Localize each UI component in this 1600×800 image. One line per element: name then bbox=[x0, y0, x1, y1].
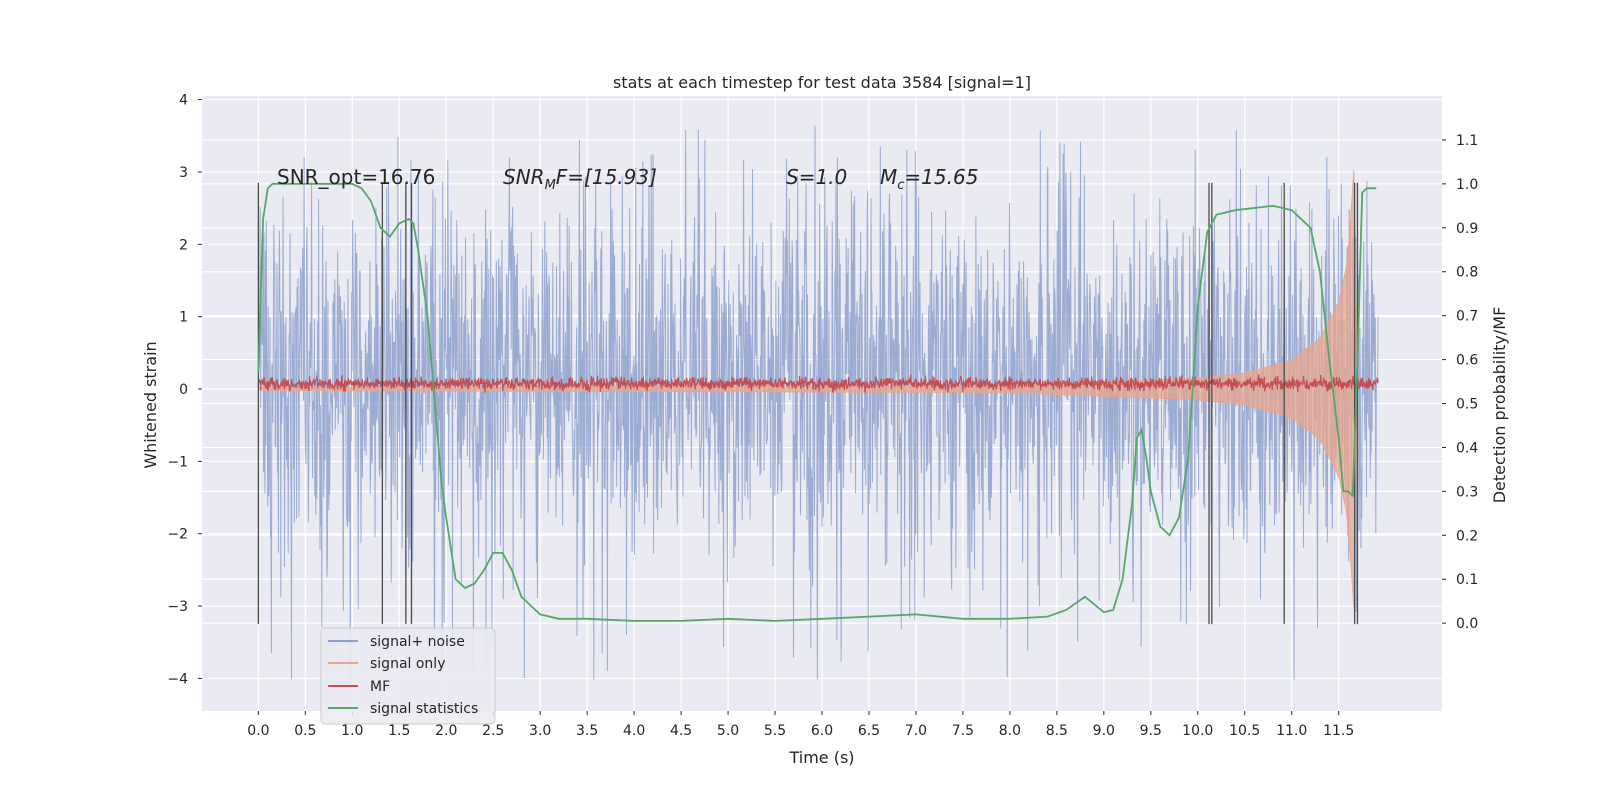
x-tick-label: 3.0 bbox=[529, 723, 551, 739]
x-tick-label: 7.0 bbox=[905, 723, 927, 739]
x-tick-label: 5.5 bbox=[764, 723, 786, 739]
x-tick-label: 4.5 bbox=[670, 723, 692, 739]
x-tick-label: 8.5 bbox=[1046, 723, 1068, 739]
annotation-snr-mf: SNRMF=[15.93] bbox=[503, 165, 657, 193]
y2-tick-label: 0.2 bbox=[1456, 528, 1478, 544]
y-tick-label: 2 bbox=[179, 237, 188, 253]
chart-title: stats at each timestep for test data 358… bbox=[613, 73, 1031, 92]
y2-tick-label: 0.3 bbox=[1456, 484, 1478, 500]
x-tick-label: 1.5 bbox=[388, 723, 410, 739]
y-tick-label: −3 bbox=[167, 599, 188, 615]
x-tick-label: 6.5 bbox=[858, 723, 880, 739]
legend-label-signal-only: signal only bbox=[370, 656, 445, 672]
legend: signal+ noise signal only MF signal stat… bbox=[320, 627, 496, 725]
annotation-snr-opt: SNR_opt=16.76 bbox=[277, 165, 435, 189]
y2-tick-labels: 0.0 0.1 0.2 0.3 0.4 0.5 0.6 0.7 0.8 0.9 1.0 1.1 bbox=[1442, 133, 1478, 632]
legend-label-signal-statistics: signal statistics bbox=[370, 701, 478, 717]
x-tick-label: 11.0 bbox=[1276, 723, 1307, 739]
y-tick-label: 1 bbox=[179, 310, 188, 326]
y-tick-label: 3 bbox=[179, 165, 188, 181]
y-tick-label: −4 bbox=[167, 671, 188, 687]
x-tick-label: 8.0 bbox=[999, 723, 1021, 739]
y-tick-labels: −4 −3 −2 −1 0 1 2 3 4 bbox=[167, 93, 202, 687]
annotation-s: S=1.0 bbox=[786, 165, 847, 189]
x-tick-label: 10.5 bbox=[1229, 723, 1260, 739]
x-tick-label: 9.0 bbox=[1093, 723, 1115, 739]
x-tick-label: 1.0 bbox=[341, 723, 363, 739]
y2-tick-label: 0.5 bbox=[1456, 397, 1478, 413]
x-axis-label: Time (s) bbox=[788, 748, 854, 767]
series-mf bbox=[257, 374, 1379, 393]
x-tick-label: 0.0 bbox=[247, 723, 269, 739]
marker-vlines bbox=[257, 182, 1359, 625]
y2-tick-label: 0.9 bbox=[1456, 221, 1478, 237]
y2-tick-label: 0.4 bbox=[1456, 440, 1478, 456]
annotation-snr-mf-rest: F=[15.93] bbox=[556, 165, 657, 189]
x-tick-labels: 0.0 0.5 1.0 1.5 2.0 2.5 3.0 3.5 4.0 4.5 5.0 5.5 6.0 6… bbox=[247, 711, 1354, 739]
y2-tick-label: 0.8 bbox=[1456, 265, 1478, 281]
y2-tick-label: 0.1 bbox=[1456, 572, 1478, 588]
x-tick-label: 7.5 bbox=[952, 723, 974, 739]
series-signal-statistics bbox=[257, 183, 1377, 622]
x-tick-label: 4.0 bbox=[623, 723, 645, 739]
y2-axis-label: Detection probability/MF bbox=[1490, 307, 1509, 504]
legend-label-signal-plus-noise: signal+ noise bbox=[370, 634, 465, 650]
legend-box bbox=[320, 627, 496, 725]
y-tick-label: −1 bbox=[167, 454, 188, 470]
x-tick-label: 9.5 bbox=[1140, 723, 1162, 739]
y2-tick-label: 1.0 bbox=[1456, 177, 1478, 193]
x-tick-label: 11.5 bbox=[1323, 723, 1354, 739]
legend-label-mf: MF bbox=[370, 679, 390, 695]
annotation-mc-rest: =15.65 bbox=[904, 165, 978, 189]
series-signal-plus-noise bbox=[257, 125, 1379, 684]
x-tick-label: 0.5 bbox=[294, 723, 316, 739]
annotation-mc-base: M bbox=[880, 165, 897, 189]
x-tick-label: 5.0 bbox=[717, 723, 739, 739]
x-tick-label: 2.5 bbox=[482, 723, 504, 739]
x-tick-label: 2.0 bbox=[435, 723, 457, 739]
y2-tick-label: 0.0 bbox=[1456, 616, 1478, 632]
annotation-snr-mf-base: SNR bbox=[503, 165, 545, 189]
y2-tick-label: 1.1 bbox=[1456, 133, 1478, 149]
y2-tick-label: 0.6 bbox=[1456, 353, 1478, 369]
y-tick-label: 4 bbox=[179, 93, 188, 109]
y-tick-label: −2 bbox=[167, 527, 188, 543]
x-tick-label: 10.0 bbox=[1182, 723, 1213, 739]
annotation-snr-mf-sub: M bbox=[545, 178, 556, 193]
y2-tick-label: 0.7 bbox=[1456, 309, 1478, 325]
annotation-mc: Mc=15.65 bbox=[880, 165, 978, 193]
y-axis-label: Whitened strain bbox=[141, 341, 160, 468]
x-tick-label: 3.5 bbox=[576, 723, 598, 739]
x-tick-label: 6.0 bbox=[811, 723, 833, 739]
annotation-mc-sub: c bbox=[897, 178, 904, 193]
y-tick-label: 0 bbox=[179, 382, 188, 398]
